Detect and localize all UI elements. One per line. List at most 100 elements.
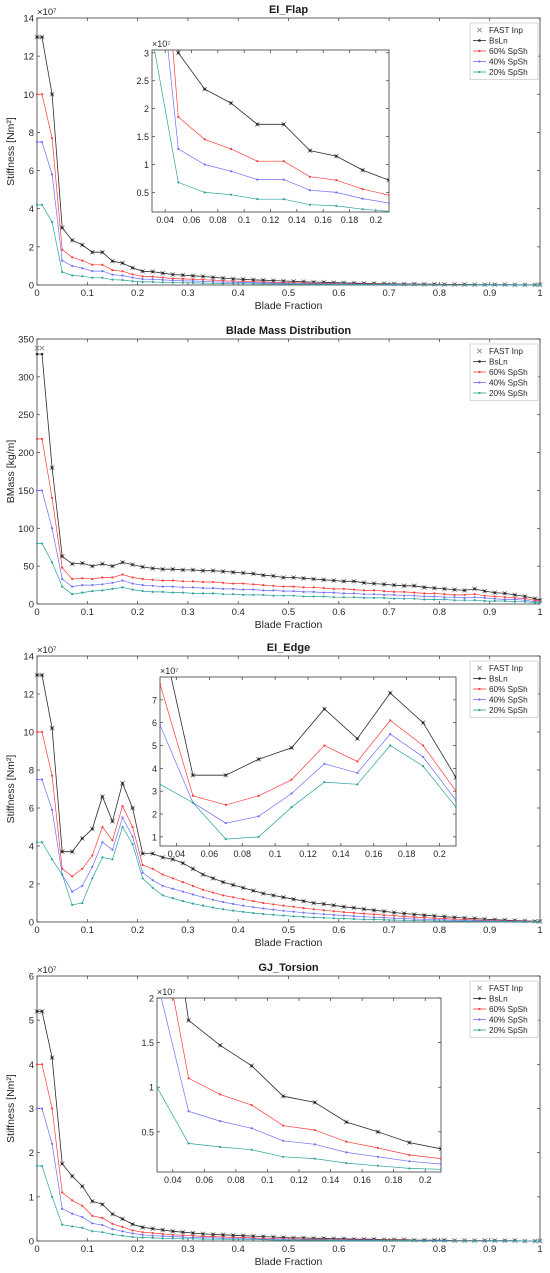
x-tick-label: 0.1 bbox=[81, 607, 94, 618]
chart-1-series-3-point bbox=[282, 590, 285, 593]
chart-2-series-4-point bbox=[513, 920, 516, 923]
chart-2-series-1-point bbox=[322, 902, 326, 906]
chart-0-series-1-point bbox=[91, 250, 94, 254]
chart-2-series-4-point bbox=[191, 902, 195, 905]
chart-3-series-4-point bbox=[503, 1239, 506, 1243]
y-tick-label: 1.5 bbox=[136, 132, 149, 142]
chart-3-series-3-point bbox=[81, 1216, 84, 1219]
chart-1-series-4-point bbox=[322, 595, 325, 598]
chart-1-series-2-point bbox=[81, 577, 84, 580]
chart-3-series-2-point bbox=[81, 1204, 84, 1207]
chart-3-series-3-point bbox=[101, 1224, 104, 1227]
chart-1-series-4-point bbox=[252, 593, 255, 597]
chart-3-series-3-point bbox=[50, 1142, 54, 1145]
inset-0-series-3-point bbox=[387, 201, 389, 205]
x-tick-label: 0.6 bbox=[332, 1244, 345, 1255]
inset-2-series-4-point bbox=[389, 744, 392, 747]
chart-1-series-2-point bbox=[352, 588, 355, 591]
x-tick-label: 0.1 bbox=[269, 849, 282, 859]
y-exponent-label: ×10⁷ bbox=[37, 645, 57, 656]
chart-2-series-2-point bbox=[131, 825, 134, 829]
x-tick-label: 0.08 bbox=[209, 215, 227, 225]
chart-0-series-4-point bbox=[423, 283, 426, 286]
chart-1-series-2-point bbox=[111, 576, 114, 579]
chart-1-series-1-point bbox=[392, 583, 396, 587]
inset-frame bbox=[151, 49, 390, 213]
chart-2-series-4-point bbox=[523, 920, 527, 923]
chart-0-series-4-point bbox=[272, 282, 275, 286]
chart-2-series-1-point bbox=[392, 911, 396, 914]
chart-0-series-4-point bbox=[121, 278, 124, 282]
chart-2-series-2-point bbox=[403, 915, 406, 918]
x-tick-label: 0.4 bbox=[232, 607, 245, 618]
chart-2-series-1-point bbox=[151, 852, 154, 855]
x-tick-label: 0.4 bbox=[232, 1244, 245, 1255]
chart-1-series-2-point bbox=[372, 589, 376, 592]
chart-3-series-2-point bbox=[40, 1063, 44, 1066]
chart-2-series-2-point bbox=[292, 905, 295, 908]
chart-2-series-3-point bbox=[292, 910, 295, 913]
chart-1-series-3-point bbox=[382, 593, 386, 597]
inset-3-series-4-line bbox=[157, 1087, 441, 1170]
chart-2-series-2-point bbox=[232, 896, 235, 899]
chart-2-series-2-point bbox=[191, 884, 195, 888]
chart-1-series-4-point bbox=[433, 598, 436, 601]
chart-2-series-2-point bbox=[50, 774, 54, 777]
x-tick-label: 0.04 bbox=[168, 849, 186, 859]
chart-1-series-4-point bbox=[111, 587, 114, 590]
chart-3-series-4-point bbox=[81, 1226, 84, 1229]
chart-0-series-1-point bbox=[191, 274, 195, 278]
inset-0-series-1-point bbox=[335, 154, 338, 158]
inset-2-series-4-point bbox=[454, 806, 456, 809]
chart-2-series-1-point bbox=[111, 820, 114, 823]
x-axis-label: Blade Fraction bbox=[255, 619, 323, 631]
chart-0-series-3-point bbox=[40, 140, 44, 144]
chart-1-series-2-point bbox=[302, 586, 305, 589]
inset-0-series-4-point bbox=[308, 203, 312, 206]
chart-0-series-2-point bbox=[111, 269, 114, 272]
chart-0-series-1-point bbox=[60, 226, 64, 230]
x-tick-label: 0.1 bbox=[81, 288, 94, 299]
chart-2-series-1-point bbox=[302, 899, 305, 903]
chart-3-series-1-point bbox=[35, 1010, 39, 1013]
chart-1-series-2-point bbox=[141, 577, 144, 581]
chart-3-series-4-point bbox=[111, 1233, 114, 1236]
x-tick-label: 1 bbox=[537, 288, 542, 299]
chart-0-series-1-point bbox=[70, 238, 74, 242]
x-tick-label: 0.14 bbox=[332, 849, 350, 859]
y-axis-label: Stiffness [Nm²] bbox=[5, 117, 17, 186]
chart-3-series-2-point bbox=[151, 1231, 154, 1235]
chart-1-series-4-point bbox=[232, 593, 235, 596]
y-tick-label: 3 bbox=[29, 1104, 34, 1115]
chart-2-series-1-point bbox=[433, 914, 436, 918]
inset-0-series-3-point bbox=[308, 189, 312, 192]
chart-3-series-4-point bbox=[332, 1239, 335, 1242]
chart-0-series-4-point bbox=[131, 280, 134, 283]
chart-2-series-3-point bbox=[332, 913, 335, 917]
chart-2-series-3-point bbox=[352, 915, 355, 918]
chart-0-series-2-point bbox=[91, 263, 94, 266]
chart-2-series-4-point bbox=[211, 906, 215, 909]
inset-3-series-4-point bbox=[187, 1142, 190, 1145]
y-tick-label: 350 bbox=[18, 335, 34, 346]
chart-1-series-4-point bbox=[272, 594, 275, 597]
inset-2-series-2-point bbox=[356, 760, 359, 763]
chart-0-series-4-point bbox=[483, 283, 486, 287]
chart-2-series-3-point bbox=[71, 890, 74, 893]
chart-2-series-4-point bbox=[50, 858, 54, 861]
inset-3-series-0-point bbox=[438, 1146, 441, 1152]
chart-1-series-1-point bbox=[372, 582, 376, 585]
chart-1-series-3-point bbox=[523, 599, 527, 602]
y-tick-label: 1 bbox=[29, 1192, 34, 1203]
chart-0-series-4-point bbox=[81, 275, 84, 278]
chart-1-series-3-point bbox=[463, 596, 466, 600]
chart-1-series-3-point bbox=[513, 598, 516, 601]
chart-1-series-4-point bbox=[533, 601, 537, 604]
chart-2-series-4-point bbox=[443, 919, 446, 923]
inset-2-series-1-point bbox=[421, 721, 425, 724]
inset-3-series-1-point bbox=[313, 1101, 317, 1104]
chart-0-series-4-point bbox=[393, 283, 396, 286]
chart-1-series-3-point bbox=[71, 585, 74, 588]
inset-3-series-2-point bbox=[219, 1093, 222, 1096]
x-tick-label: 0.2 bbox=[131, 607, 144, 618]
